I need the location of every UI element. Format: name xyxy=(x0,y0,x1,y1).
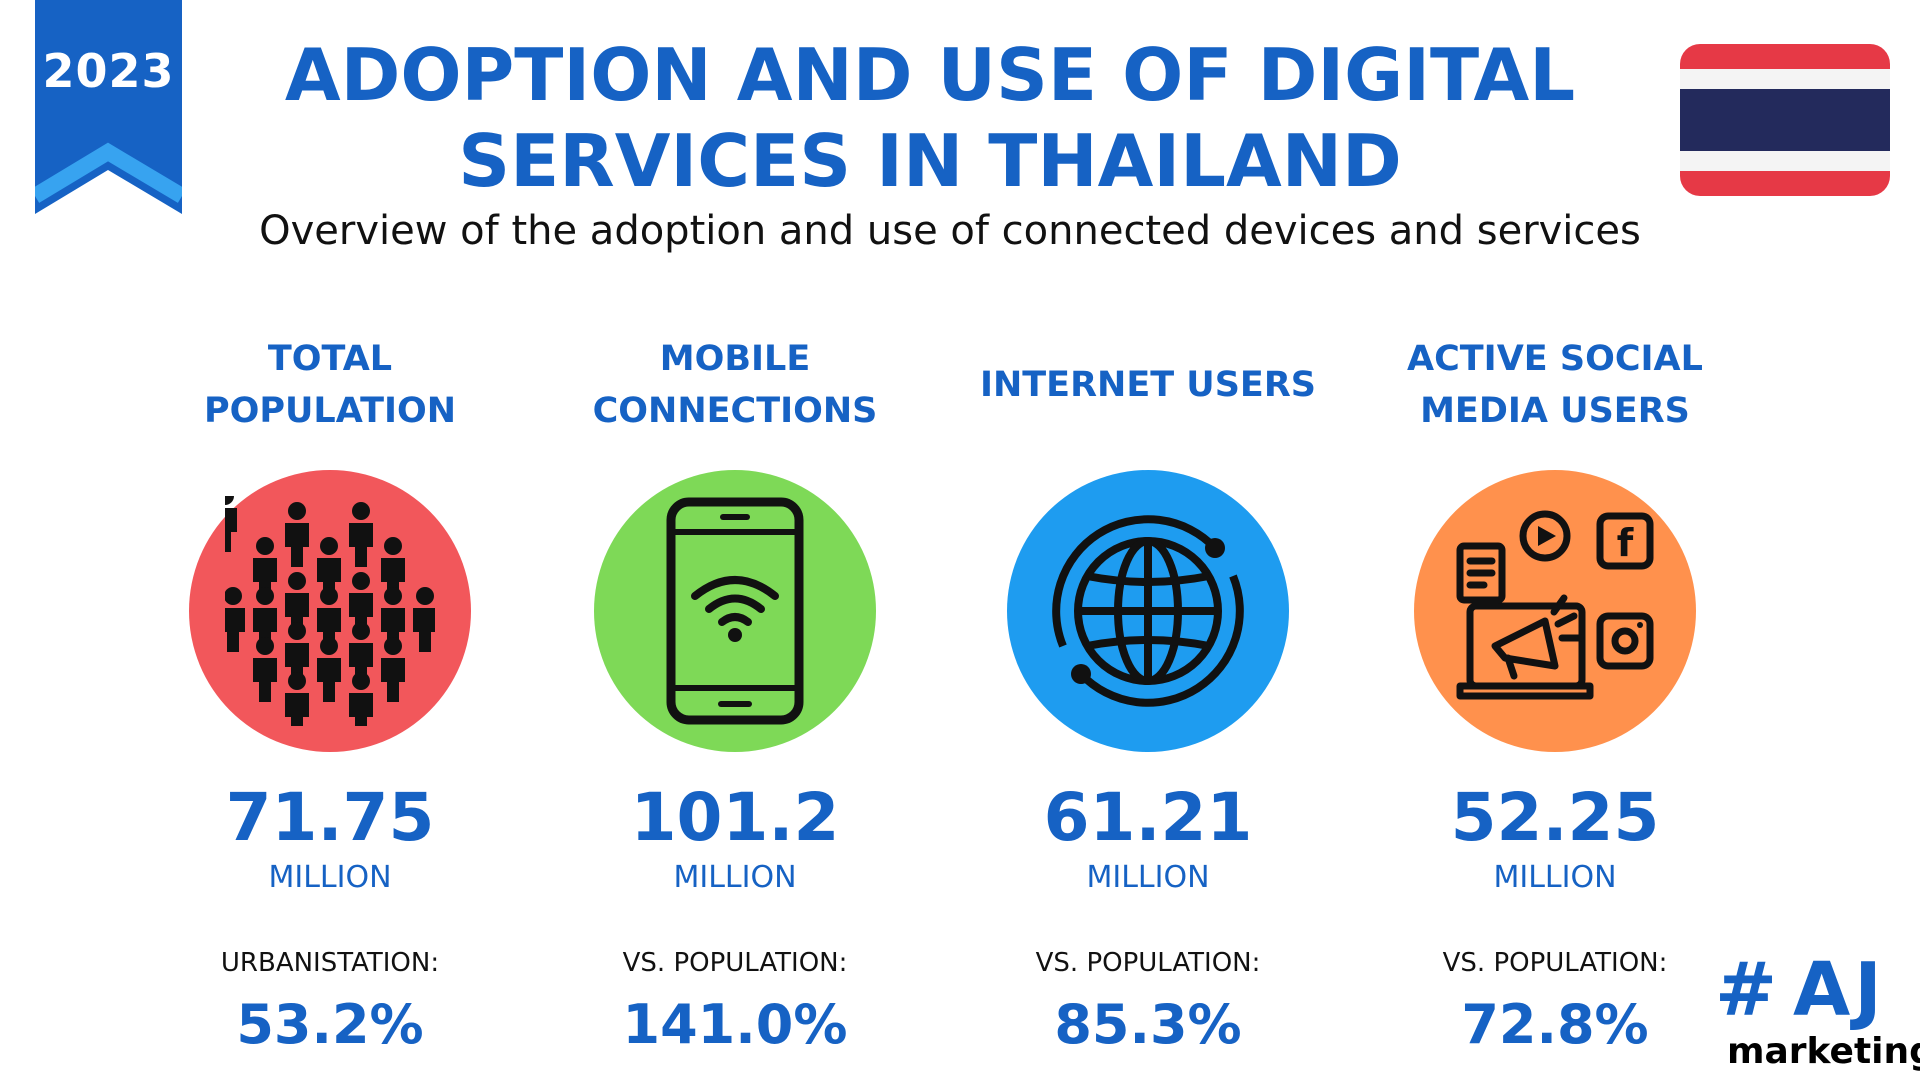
stat-value: 71.75 xyxy=(225,779,435,856)
thailand-flag-icon xyxy=(1680,44,1890,196)
stat-title-line-2: POPULATION xyxy=(203,391,457,431)
logo-hash: # xyxy=(1715,947,1778,1033)
title-line-1: ADOPTION AND USE OF DIGITAL xyxy=(284,33,1576,117)
stat-title-line-1: ACTIVE SOCIAL xyxy=(1407,339,1703,379)
stat-compare-label: URBANISTATION: xyxy=(220,948,440,978)
mobile-circle xyxy=(594,470,876,752)
social-circle: f xyxy=(1414,470,1696,752)
year-badge: 2023 xyxy=(42,44,175,98)
stat-compare-label: VS. POPULATION: xyxy=(1035,948,1261,978)
stat-compare-label: VS. POPULATION: xyxy=(1442,948,1668,978)
stat-title: TOTAL POPULATION xyxy=(150,330,510,440)
internet-circle xyxy=(1007,470,1289,752)
stat-unit: MILLION xyxy=(673,860,797,895)
stat-population: TOTAL POPULATION 71.75 MILLION URBANISTA… xyxy=(150,330,510,1058)
stat-title-line-1: INTERNET USERS xyxy=(979,365,1316,405)
stat-title: MOBILE CONNECTIONS xyxy=(555,330,915,440)
stat-unit: MILLION xyxy=(268,860,392,895)
stat-title-line-2: MEDIA USERS xyxy=(1420,391,1690,431)
people-crowd-icon xyxy=(225,496,435,726)
stat-value: 61.21 xyxy=(1043,779,1253,856)
stat-title: ACTIVE SOCIAL MEDIA USERS xyxy=(1375,330,1735,440)
stat-compare-value: 53.2% xyxy=(236,993,424,1056)
stat-title: INTERNET USERS xyxy=(968,330,1328,440)
aj-marketing-logo: # AJ marketing xyxy=(1715,947,1920,1072)
globe-icon xyxy=(1052,515,1244,707)
stat-value: 101.2 xyxy=(630,779,840,856)
logo-word: marketing xyxy=(1727,1031,1920,1072)
stat-mobile-connections: MOBILE CONNECTIONS 101.2 MILLION VS. POP… xyxy=(555,330,915,1058)
stat-title-line-2: CONNECTIONS xyxy=(592,391,878,431)
stat-compare-value: 141.0% xyxy=(622,993,848,1056)
page-title: ADOPTION AND USE OF DIGITAL SERVICES IN … xyxy=(260,32,1600,204)
stat-compare-label: VS. POPULATION: xyxy=(622,948,848,978)
stat-value: 52.25 xyxy=(1450,779,1660,856)
title-line-2: SERVICES IN THAILAND xyxy=(458,119,1402,203)
stat-unit: MILLION xyxy=(1493,860,1617,895)
stat-title-line-1: TOTAL xyxy=(267,339,393,379)
stat-social-media-users: ACTIVE SOCIAL MEDIA USERS xyxy=(1375,330,1735,1058)
stat-unit: MILLION xyxy=(1086,860,1210,895)
logo-letters: AJ xyxy=(1793,947,1886,1033)
stat-compare-value: 85.3% xyxy=(1054,993,1242,1056)
year-ribbon xyxy=(35,0,182,214)
stat-compare-value: 72.8% xyxy=(1461,993,1649,1056)
smartphone-wifi-icon xyxy=(666,497,804,725)
stat-title-line-1: MOBILE xyxy=(659,339,811,379)
page-subtitle: Overview of the adoption and use of conn… xyxy=(259,208,1641,254)
svg-text:f: f xyxy=(1617,521,1634,565)
population-circle xyxy=(189,470,471,752)
stat-internet-users: INTERNET USERS 61.21 MILLION VS. POPULAT… xyxy=(968,330,1328,1058)
social-media-megaphone-icon: f xyxy=(1456,510,1654,700)
